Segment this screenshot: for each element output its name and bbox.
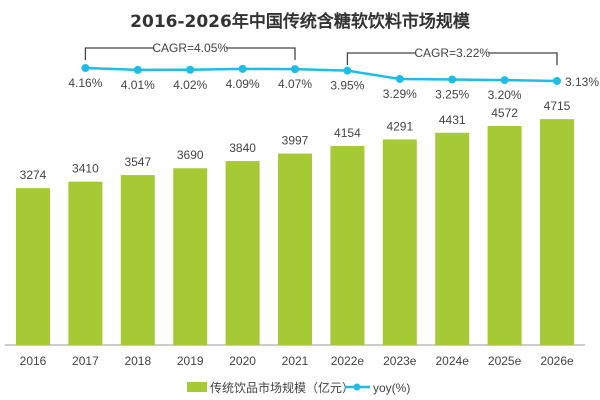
bar-label: 3547 (124, 155, 151, 169)
yoy-label: 4.01% (121, 78, 155, 92)
bar-2026e (540, 119, 574, 346)
x-tick-label: 2016 (20, 354, 47, 368)
bar-label: 3410 (72, 162, 99, 176)
legend-line-marker (353, 383, 361, 391)
x-tick-label: 2019 (177, 354, 204, 368)
yoy-point (291, 65, 299, 74)
yoy-label: 3.13% (565, 75, 599, 89)
bar-2018 (120, 175, 155, 345)
x-tick-label: 2020 (229, 354, 256, 368)
yoy-point (500, 76, 509, 85)
bar-label: 4154 (334, 126, 361, 140)
bar-label: 3997 (282, 134, 309, 148)
legend-line-label: yoy(%) (373, 381, 410, 395)
bar-2023e (382, 139, 417, 345)
yoy-label: 3.20% (488, 88, 522, 102)
yoy-label: 3.29% (383, 87, 417, 101)
legend-bar-label: 传统饮品市场规模（亿元） (210, 380, 354, 395)
yoy-label: 3.25% (435, 87, 469, 101)
bar-label: 4431 (439, 113, 466, 127)
bar-2016 (16, 188, 50, 345)
chart-title: 2016-2026年中国传统含糖软饮料市场规模 (130, 11, 471, 32)
yoy-label: 4.09% (226, 77, 260, 91)
cagr-label: CAGR=3.22% (414, 46, 490, 60)
yoy-point (553, 76, 561, 85)
bar-label: 4572 (491, 106, 518, 120)
cagr-bracket (346, 52, 558, 65)
x-tick-label: 2021 (282, 354, 309, 368)
yoy-label: 4.02% (173, 78, 207, 92)
bar-2025e (487, 126, 522, 346)
yoy-point (238, 64, 247, 73)
bar-2024e (435, 132, 470, 345)
x-tick-label: 2018 (124, 354, 151, 368)
yoy-point (395, 74, 404, 83)
bar-label: 3840 (229, 141, 256, 155)
x-tick-label: 2025e (488, 354, 522, 368)
bar-label: 3274 (20, 168, 47, 182)
yoy-line (85, 66, 558, 83)
cagr-bracket (84, 47, 296, 60)
bar-label: 4291 (386, 119, 413, 133)
bar-2020 (225, 161, 260, 345)
x-tick-label: 2017 (72, 354, 99, 368)
x-tick-label: 2026e (540, 354, 574, 368)
yoy-point (81, 64, 90, 72)
yoy-point (133, 65, 142, 74)
yoy-point (343, 66, 352, 75)
bar-label: 3690 (177, 148, 204, 162)
yoy-label: 3.95% (330, 79, 364, 93)
bar-2021 (278, 153, 312, 345)
x-tick-label: 2024e (436, 354, 470, 368)
yoy-point (448, 75, 457, 84)
bar-label: 4715 (544, 99, 571, 113)
yoy-point (186, 65, 195, 74)
x-tick-label: 2022e (331, 354, 365, 368)
bar-2017 (68, 181, 103, 345)
bar-2019 (173, 168, 208, 345)
legend-bar-swatch (187, 382, 207, 392)
cagr-label: CAGR=4.05% (152, 41, 228, 55)
x-tick-label: 2023e (383, 354, 417, 368)
yoy-label: 4.07% (278, 77, 312, 91)
yoy-label: 4.16% (68, 76, 102, 90)
bar-2022e (330, 146, 365, 345)
